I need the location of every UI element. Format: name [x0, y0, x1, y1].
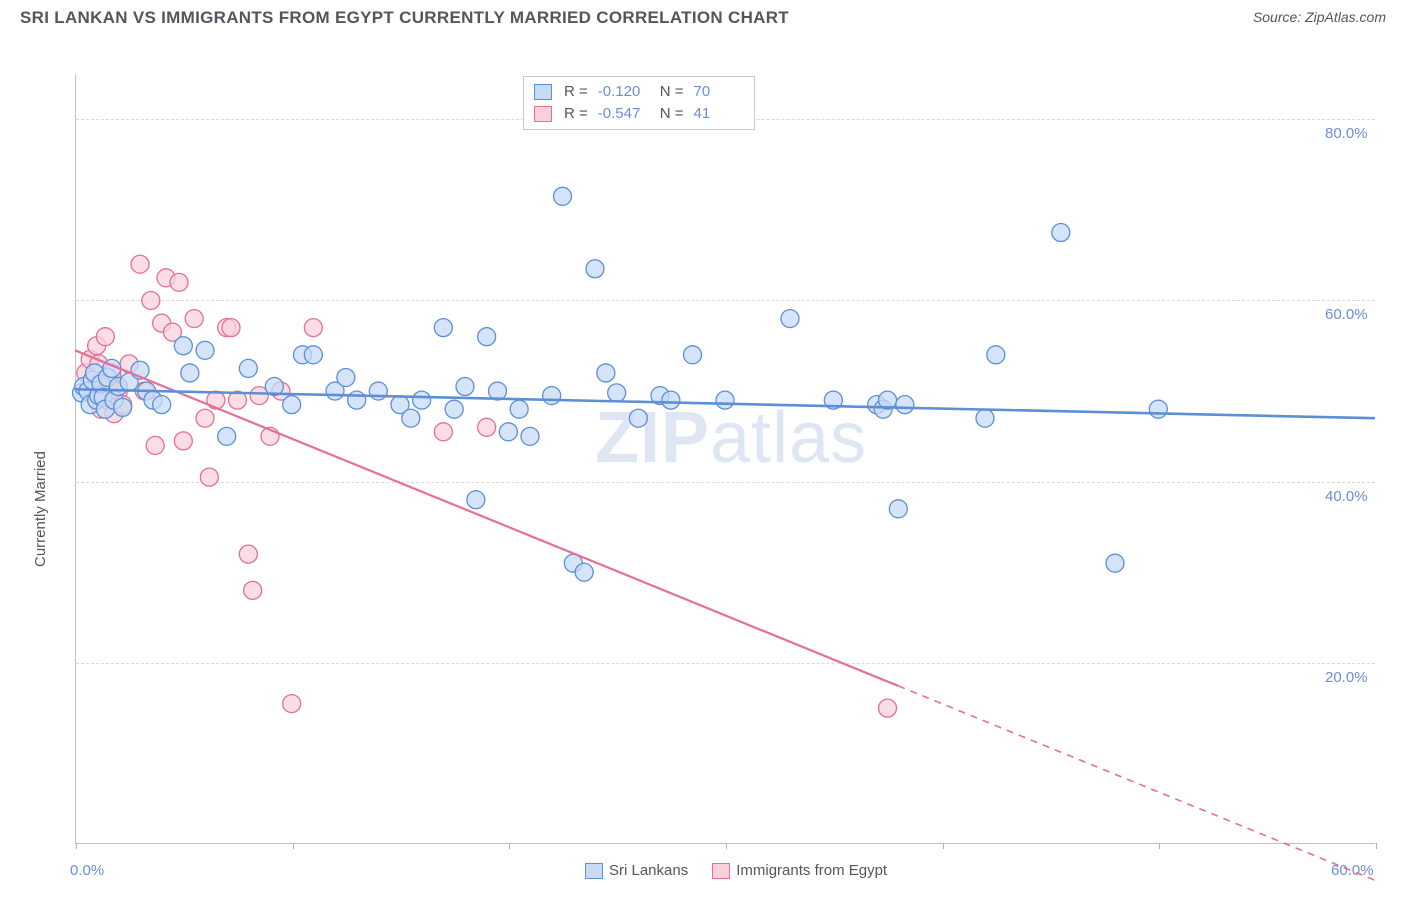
- x-tick: [509, 843, 510, 849]
- series-legend: Sri Lankans Immigrants from Egypt: [585, 862, 887, 879]
- source-value: ZipAtlas.com: [1305, 9, 1386, 25]
- y-tick-label: 20.0%: [1325, 669, 1368, 686]
- stat-n-label: N =: [660, 103, 684, 125]
- y-tick-label: 60.0%: [1325, 306, 1368, 323]
- x-origin-label: 0.0%: [70, 862, 104, 879]
- y-tick-label: 40.0%: [1325, 488, 1368, 505]
- stat-r-value: -0.120: [598, 81, 648, 103]
- x-tick: [726, 843, 727, 849]
- stat-r-value: -0.547: [598, 103, 648, 125]
- chart-container: 20.0% 40.0% 60.0% 80.0% 0.0% 60.0% Currently M…: [20, 32, 1406, 904]
- x-end-label: 60.0%: [1331, 862, 1374, 879]
- gridline: [76, 663, 1375, 664]
- legend-swatch: [534, 84, 552, 100]
- stats-legend-row: R = -0.547 N = 41: [534, 103, 744, 125]
- series-legend-item: Sri Lankans: [585, 862, 688, 879]
- y-axis-title: Currently Married: [32, 451, 49, 567]
- legend-swatch: [534, 106, 552, 122]
- stat-r-label: R =: [564, 103, 588, 125]
- stat-n-value: 70: [694, 81, 744, 103]
- legend-swatch: [585, 863, 603, 879]
- x-tick: [1376, 843, 1377, 849]
- legend-swatch: [712, 863, 730, 879]
- source-label: Source:: [1253, 9, 1305, 25]
- x-tick: [943, 843, 944, 849]
- stats-legend: R = -0.120 N = 70 R = -0.547 N = 41: [523, 76, 755, 130]
- stat-n-label: N =: [660, 81, 684, 103]
- gridline: [76, 300, 1375, 301]
- x-tick: [1159, 843, 1160, 849]
- y-tick-label: 80.0%: [1325, 125, 1368, 142]
- x-tick: [76, 843, 77, 849]
- stats-legend-row: R = -0.120 N = 70: [534, 81, 744, 103]
- series-legend-item: Immigrants from Egypt: [712, 862, 887, 879]
- stat-r-label: R =: [564, 81, 588, 103]
- plot-area: [75, 74, 1375, 844]
- source-attribution: Source: ZipAtlas.com: [1253, 9, 1386, 27]
- series-name: Sri Lankans: [609, 862, 688, 879]
- x-tick: [293, 843, 294, 849]
- series-name: Immigrants from Egypt: [736, 862, 887, 879]
- stat-n-value: 41: [694, 103, 744, 125]
- gridline: [76, 482, 1375, 483]
- chart-title: SRI LANKAN VS IMMIGRANTS FROM EGYPT CURR…: [20, 8, 789, 28]
